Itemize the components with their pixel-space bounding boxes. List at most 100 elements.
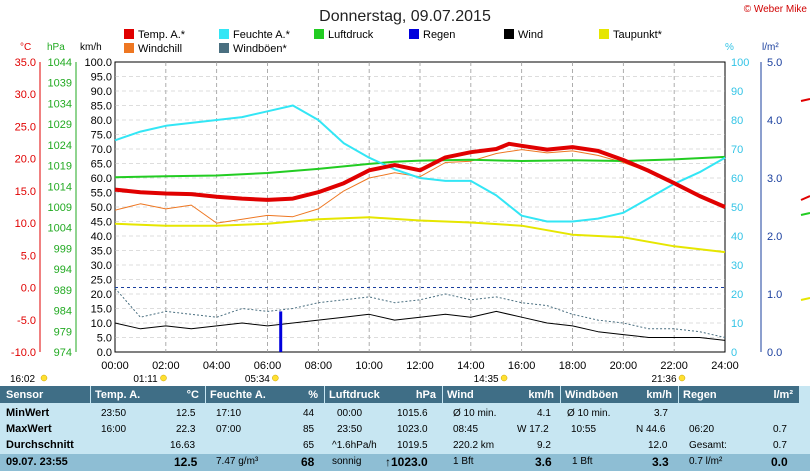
pressure-forecast: sonnig: [332, 456, 362, 467]
rain-max-value: 0.7: [773, 424, 787, 435]
wind-tick-label: 65.0: [91, 159, 112, 171]
gust-bft: 1 Bft: [572, 456, 593, 467]
temp-tick-label: 0.0: [21, 283, 36, 295]
header-unit: hPa: [415, 389, 436, 401]
legend-label: Temp. A.*: [138, 29, 186, 41]
header-label: Regen: [683, 389, 717, 401]
header-label: Feuchte A.: [210, 389, 266, 401]
temp-current-value: 12.5: [174, 455, 198, 469]
header-label: Luftdruck: [329, 389, 380, 401]
wind-tick-label: 95.0: [91, 72, 112, 84]
pressure-min-time: 00:00: [337, 408, 363, 419]
temp-tick-label: 10.0: [15, 218, 36, 230]
x-tick-label: 16:00: [508, 360, 536, 372]
legend-swatch: [504, 29, 514, 39]
pressure-min-value: 1015.6: [397, 408, 428, 419]
humidity-max-value: 85: [303, 424, 315, 435]
humidity-tick-label: 70: [731, 144, 743, 156]
pressure-tick-label: 1039: [48, 78, 72, 90]
header-wind: Wind km/h: [443, 386, 560, 403]
row-label-min: MinWert: [6, 407, 50, 419]
wind-tick-label: 50.0: [91, 202, 112, 214]
gust-avg-value: 12.0: [648, 440, 668, 451]
x-tick-label: 06:00: [254, 360, 282, 372]
pressure-tick-label: 994: [54, 264, 72, 276]
humidity-tick-label: 10: [731, 318, 743, 330]
temp-tick-label: 25.0: [15, 121, 36, 133]
legend-swatch: [314, 29, 324, 39]
stats-table: Sensor Temp. A. °C Feuchte A.% Luftdruck h…: [0, 386, 810, 471]
rain-tick-label: 5.0: [767, 57, 782, 69]
rain-tick-label: 2.0: [767, 231, 782, 243]
temp-tick-label: 20.0: [15, 154, 36, 166]
humidity-tick-label: 100: [731, 57, 749, 69]
temp-min-time: 23:50: [101, 408, 127, 419]
header-unit: °C: [186, 389, 199, 401]
sun-icon: [678, 374, 686, 382]
rain-unit-label: l/m²: [762, 42, 779, 53]
rain-total-label: Gesamt:: [689, 440, 727, 451]
series-line-temp-a: [114, 141, 726, 209]
wind-tick-label: 60.0: [91, 173, 112, 185]
humidity-tick-label: 50: [731, 202, 743, 214]
pressure-tick-label: 979: [54, 326, 72, 338]
wind-tick-label: 35.0: [91, 246, 112, 258]
sun-marker-label: 21:36: [651, 374, 676, 385]
pressure-tick-label: 1034: [48, 98, 72, 110]
legend-swatch: [124, 43, 134, 53]
legend-swatch: [409, 29, 419, 39]
humidity-current-value: 68: [301, 455, 315, 469]
rain-max-time: 06:20: [689, 424, 715, 435]
x-tick-label: 10:00: [355, 360, 383, 372]
humidity-unit-label: %: [725, 42, 734, 53]
legend-label: Windchill: [138, 43, 182, 55]
humidity-tick-label: 40: [731, 231, 743, 243]
x-tick-label: 12:00: [406, 360, 434, 372]
temp-tick-label: 5.0: [21, 250, 36, 262]
pressure-avg-value: 1019.5: [397, 440, 428, 451]
humidity-tick-label: 0: [731, 347, 737, 359]
legend-label: Taupunkt*: [613, 29, 663, 41]
rain-tick-label: 3.0: [767, 173, 782, 185]
series-line-taupunkt: [114, 216, 726, 254]
temp-tick-label: 35.0: [15, 57, 36, 69]
pressure-tick-label: 1009: [48, 202, 72, 214]
sun-icon: [272, 374, 279, 382]
gust-min-label: Ø 10 min.: [567, 408, 611, 419]
header-label: Temp. A.: [95, 389, 141, 401]
humidity-min-time: 17:10: [216, 408, 242, 419]
wind-tick-label: 100.0: [84, 57, 112, 69]
series-group: [114, 104, 726, 352]
temp-max-time: 16:00: [101, 424, 127, 435]
temp-max-value: 22.3: [176, 424, 196, 435]
row-label-current: 09.07. 23:55: [6, 456, 68, 468]
pressure-tick-label: 989: [54, 285, 72, 297]
temp-unit-label: °C: [20, 42, 31, 53]
header-label: Windböen: [565, 389, 619, 401]
pressure-current-value: ↑1023.0: [385, 455, 428, 469]
gust-min-value: 3.7: [654, 408, 668, 419]
rain-total-value: 0.7: [773, 440, 787, 451]
temp-tick-label: -10.0: [11, 347, 36, 359]
legend-label: Windböen*: [233, 43, 288, 55]
legend-swatch: [219, 29, 229, 39]
sun-icon: [40, 374, 48, 382]
legend-label: Regen: [423, 29, 455, 41]
wind-tick-label: 10.0: [91, 318, 112, 330]
humidity-tick-label: 90: [731, 86, 743, 98]
temp-tick-label: 15.0: [15, 186, 36, 198]
weather-chart: Donnerstag, 09.07.2015 © Weber Mike Temp…: [10, 4, 810, 385]
gust-max-time: 10:55: [571, 424, 597, 435]
humidity-tick-label: 60: [731, 173, 743, 185]
x-tick-label: 08:00: [305, 360, 333, 372]
pressure-tick-label: 974: [54, 347, 72, 359]
legend-swatch: [124, 29, 134, 39]
rain-sum: 0.7 l/m²: [689, 456, 723, 467]
grid: [115, 62, 725, 352]
x-tick-label: 20:00: [610, 360, 638, 372]
sun-marker-label: 05:34: [245, 374, 270, 385]
series-line-luftdruck: [114, 155, 726, 179]
pressure-tick-label: 1044: [48, 57, 72, 69]
humidity-tick-label: 20: [731, 289, 743, 301]
wind-tick-label: 5.0: [97, 333, 112, 345]
